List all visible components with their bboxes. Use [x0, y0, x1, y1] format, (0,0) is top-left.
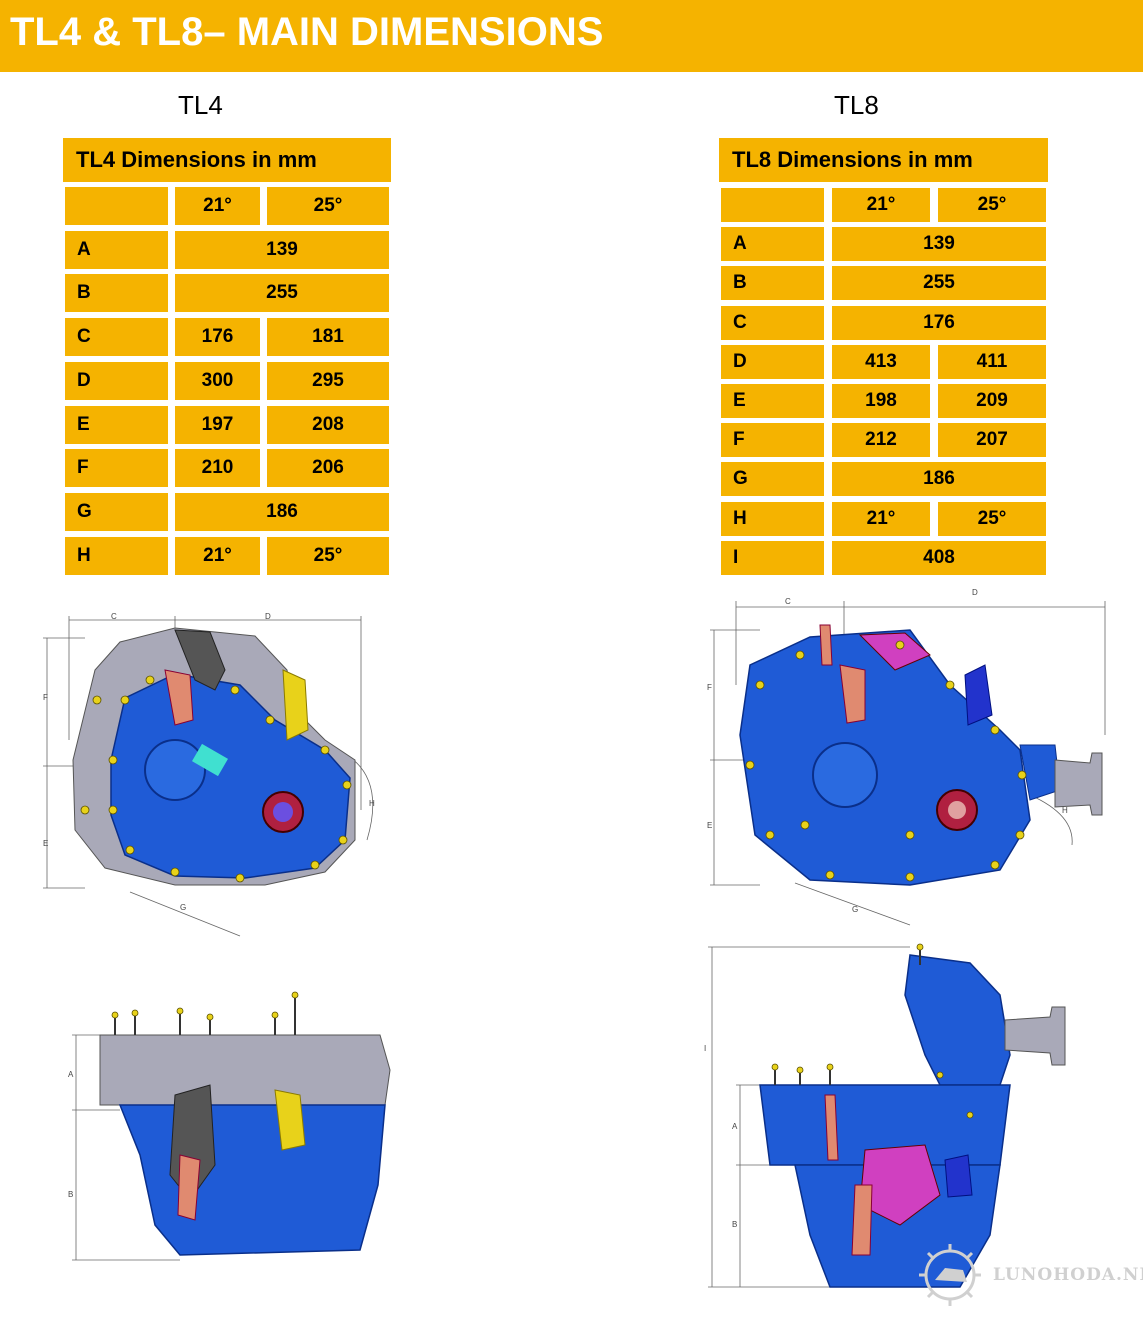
tl4-row-g-label: G [65, 492, 168, 531]
tl4-front-dim-c: C [111, 612, 117, 621]
tl4-table-title: TL4 Dimensions in mm [63, 138, 391, 182]
tl4-header-blank [65, 187, 168, 225]
tl8-header-25: 25° [938, 188, 1046, 222]
tl8-row-b-label: B [721, 266, 824, 301]
tl8-row-h-label: H [721, 501, 824, 536]
tl4-row-h-value-21: 21° [175, 536, 260, 575]
watermark-text: LUNOHODA.NET [993, 1265, 1143, 1285]
tl4-row-e-value-25: 208 [267, 405, 389, 444]
tl8-side-dim-i: I [704, 1044, 706, 1053]
tl8-row-c-label: C [721, 305, 824, 340]
tl4-row-g-value: 186 [175, 492, 389, 531]
tl4-front-dim-f: F [43, 693, 48, 702]
tl8-row-e-label: E [721, 384, 824, 418]
tl4-side-view-drawing: A B [68, 991, 391, 1261]
tl8-row-e-value-25: 209 [938, 384, 1046, 418]
tl4-row-h-value-25: 25° [267, 536, 389, 575]
tl4-row-h-label: H [65, 536, 168, 575]
tl4-row-e-label: E [65, 405, 168, 444]
tl4-front-dim-h: H [369, 799, 375, 808]
tl4-row-f-value-25: 206 [267, 449, 389, 488]
tl8-row-g-label: G [721, 462, 824, 497]
tl8-row-f-value-25: 207 [938, 423, 1046, 458]
tl8-front-dim-d: D [972, 588, 978, 597]
tl8-row-i-label: I [721, 540, 824, 575]
tl8-front-dim-f: F [707, 683, 712, 692]
tl8-header-21: 21° [832, 188, 930, 222]
tl8-row-i-value: 408 [832, 540, 1046, 575]
tl4-row-d-label: D [65, 361, 168, 400]
tl8-header-blank [721, 188, 824, 222]
tl8-row-d-value-21: 413 [832, 344, 930, 379]
tl8-side-dim-a: A [732, 1122, 738, 1131]
tl4-row-b-value: 255 [175, 274, 389, 313]
tl8-table-title: TL8 Dimensions in mm [719, 138, 1048, 182]
tl4-row-e-value-21: 197 [175, 405, 260, 444]
tl8-row-a-label: A [721, 227, 824, 262]
tl4-header-25: 25° [267, 187, 389, 225]
tl4-row-a-value: 139 [175, 230, 389, 269]
tl4-front-dim-g: G [180, 903, 186, 912]
tl8-row-d-value-25: 411 [938, 344, 1046, 379]
tl4-side-dim-a: A [68, 1070, 74, 1079]
tl8-front-dim-e: E [707, 821, 712, 830]
tl4-row-f-label: F [65, 449, 168, 488]
tl8-row-e-value-21: 198 [832, 384, 930, 418]
page-title: TL4 & TL8– MAIN DIMENSIONS [10, 10, 604, 54]
tl8-side-view-drawing: I A B [704, 943, 1066, 1288]
tl8-row-h-value-25: 25° [938, 501, 1046, 536]
tl4-row-a-label: A [65, 230, 168, 269]
tl8-front-dim-g: G [852, 905, 858, 914]
tl4-row-c-value-25: 181 [267, 318, 389, 357]
title-banner: TL4 & TL8– MAIN DIMENSIONS [0, 0, 1143, 72]
tl8-front-view-drawing: C D F E G H [707, 588, 1106, 926]
tl4-side-dim-b: B [68, 1190, 73, 1199]
tl8-row-f-value-21: 212 [832, 423, 930, 458]
tl4-row-c-value-21: 176 [175, 318, 260, 357]
tl4-label: TL4 [178, 90, 223, 120]
tl4-row-d-value-21: 300 [175, 361, 260, 400]
tl4-row-b-label: B [65, 274, 168, 313]
tl4-header-21: 21° [175, 187, 260, 225]
tl4-row-d-value-25: 295 [267, 361, 389, 400]
tl8-row-h-value-21: 21° [832, 501, 930, 536]
tl8-row-d-label: D [721, 344, 824, 379]
tl8-side-dim-b: B [732, 1220, 737, 1229]
watermark-logo [919, 1244, 981, 1306]
tl8-row-g-value: 186 [832, 462, 1046, 497]
tl4-row-f-value-21: 210 [175, 449, 260, 488]
tl8-row-c-value: 176 [832, 305, 1046, 340]
tl8-front-dim-h: H [1062, 806, 1068, 815]
tl4-front-dim-e: E [43, 839, 48, 848]
tl4-front-dim-d: D [265, 612, 271, 621]
tl4-front-view-drawing: C D F E G H [43, 612, 375, 937]
tl8-row-f-label: F [721, 423, 824, 458]
tl8-label: TL8 [834, 90, 879, 120]
tl8-row-a-value: 139 [832, 227, 1046, 262]
tl8-front-dim-c: C [785, 597, 791, 606]
tl4-row-c-label: C [65, 318, 168, 357]
tl8-row-b-value: 255 [832, 266, 1046, 301]
